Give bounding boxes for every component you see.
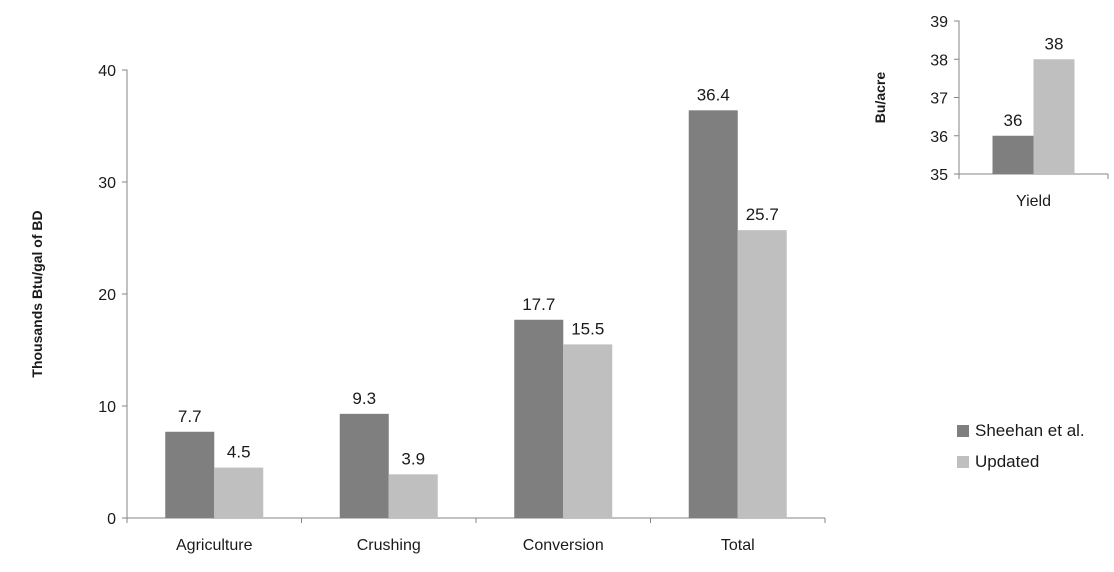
main-y-tick-label: 0: [107, 511, 116, 528]
inset-data-label: 38: [1045, 34, 1064, 53]
inset-y-tick-label: 36: [930, 129, 948, 146]
inset-y-tick-label: 37: [930, 91, 948, 108]
main-bar: [339, 413, 389, 518]
main-data-label: 3.9: [401, 449, 425, 468]
main-data-label: 7.7: [178, 407, 202, 426]
inset-category-label: Yield: [1016, 193, 1051, 210]
main-data-label: 17.7: [522, 295, 555, 314]
inset-bar: [1033, 59, 1075, 174]
inset-bar: [992, 135, 1034, 174]
main-category-label: Conversion: [523, 537, 604, 554]
main-bar: [688, 110, 738, 518]
main-category-label: Crushing: [357, 537, 421, 554]
inset-y-axis-title: Bu/acre: [872, 72, 888, 124]
main-category-label: Total: [721, 537, 755, 554]
main-bar-chart: 0 10 20 30 40 7.7 4.5 Agriculture 9.3 3.9 Crushing…: [29, 63, 826, 554]
legend-swatch-sheehan: [957, 425, 969, 437]
inset-data-label: 36: [1004, 111, 1023, 130]
main-bar: [563, 344, 613, 518]
main-y-tick-label: 20: [98, 287, 116, 304]
legend-item-updated: Updated: [957, 451, 1085, 473]
main-y-axis-title: Thousands Btu/gal of BD: [29, 210, 45, 377]
main-data-label: 9.3: [352, 389, 376, 408]
inset-yield-chart: 35 36 37 38 39 36 38 Yield Bu/acre: [872, 14, 1109, 210]
main-category-label: Agriculture: [176, 537, 253, 554]
main-bar: [514, 319, 564, 518]
legend-item-sheehan: Sheehan et al.: [957, 420, 1085, 442]
main-bar: [388, 474, 438, 518]
main-data-label: 15.5: [571, 319, 604, 338]
legend-label-sheehan: Sheehan et al.: [975, 421, 1085, 440]
main-y-tick-label: 30: [98, 175, 116, 192]
inset-y-tick-label: 38: [930, 52, 948, 69]
main-data-label: 4.5: [227, 443, 251, 462]
main-data-label: 25.7: [746, 205, 779, 224]
legend: Sheehan et al. Updated: [957, 420, 1085, 482]
main-bar: [737, 230, 787, 518]
legend-label-updated: Updated: [975, 452, 1040, 471]
main-data-label: 36.4: [697, 85, 730, 104]
main-y-tick-label: 40: [98, 63, 116, 80]
main-y-tick-label: 10: [98, 399, 116, 416]
inset-y-tick-label: 39: [930, 14, 948, 31]
inset-y-tick-label: 35: [930, 167, 948, 184]
legend-swatch-updated: [957, 456, 969, 468]
main-bar: [165, 431, 215, 518]
main-bar: [214, 467, 264, 518]
